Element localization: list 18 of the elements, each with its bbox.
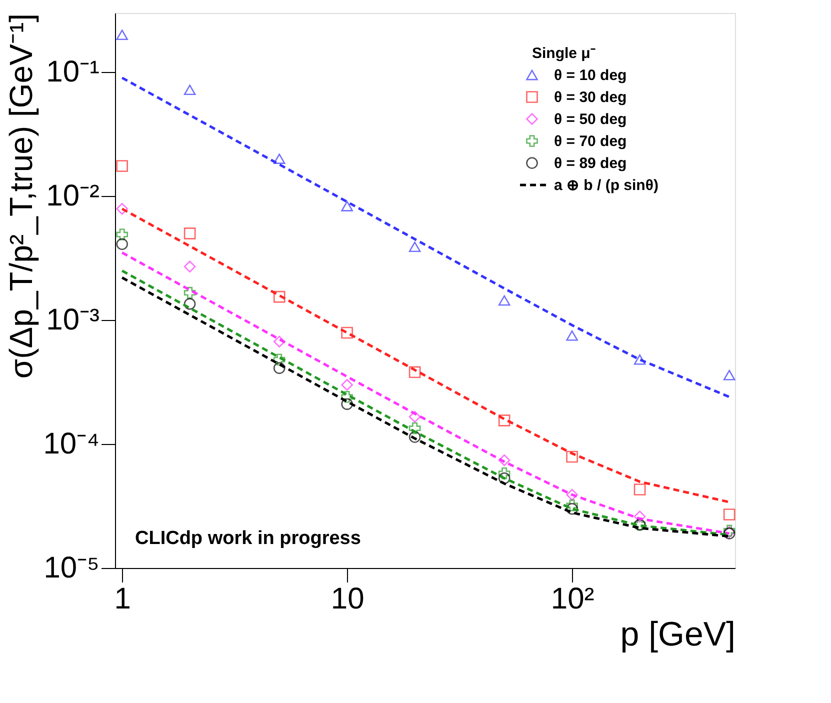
x-axis-title: p [GeV] [620,616,736,654]
legend-label: θ = 30 deg [554,89,627,106]
y-tick-label: 10⁻² [46,180,100,213]
legend-label: θ = 10 deg [554,67,627,84]
y-tick-label: 10⁻³ [46,304,100,337]
legend-title: Single μ⁻ [532,45,596,62]
y-axis-title: σ(Δp_T/p²_T,true) [GeV⁻¹] [3,14,40,379]
x-tick-label: 10² [550,582,594,616]
legend-label: θ = 50 deg [554,111,627,128]
x-tick-label: 10 [330,582,364,616]
legend-label: a ⊕ b / (p sinθ) [554,177,658,194]
y-tick-label: 10⁻⁴ [43,428,100,461]
annotation: CLICdp work in progress [135,528,361,549]
y-tick-label: 10⁻¹ [46,56,100,89]
y-tick-label: 10⁻⁵ [44,552,100,584]
legend-label: θ = 89 deg [554,155,627,172]
legend-label: θ = 70 deg [554,133,627,150]
x-tick-label: 1 [114,582,131,616]
